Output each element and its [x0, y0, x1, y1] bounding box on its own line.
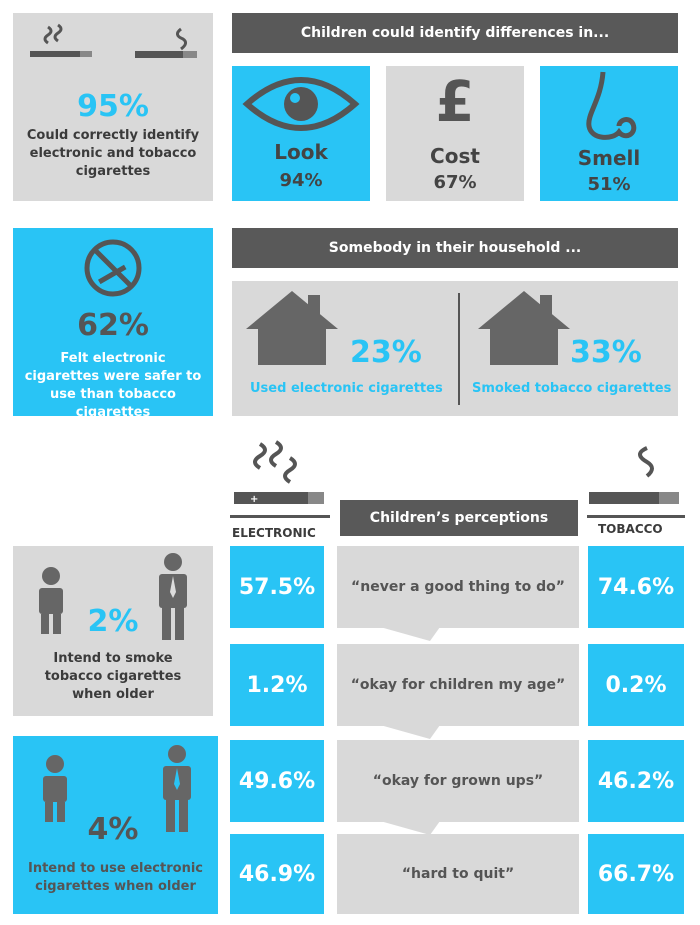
electronic-value: 49.6% [230, 740, 324, 822]
household-electronic-label: Used electronic cigarettes [250, 381, 443, 396]
cost-label: Cost [430, 144, 480, 168]
household-tobacco-value: 33% [570, 335, 642, 370]
smell-panel: Smell 51% [540, 66, 678, 201]
smell-value: 51% [587, 174, 631, 195]
intent-tobacco-stat: 2% [87, 604, 139, 639]
tobacco-value: 74.6% [588, 546, 684, 628]
header-underline-right [587, 515, 685, 518]
identify-panel: 95% Could correctly identify electronic … [13, 13, 213, 201]
child-icon [39, 567, 63, 634]
identify-caption: Could correctly identify electronic and … [26, 128, 200, 179]
look-label: Look [274, 140, 328, 164]
statement-bubble: “hard to quit” [337, 834, 579, 914]
household-panel: 23% Used electronic cigarettes 33% Smoke… [232, 281, 678, 416]
header-underline-left [230, 515, 330, 518]
eye-icon [242, 77, 360, 131]
pound-icon: £ [435, 70, 475, 135]
electronic-value: 46.9% [230, 834, 324, 914]
bubble-tail [380, 821, 440, 835]
electronic-header-label: ELECTRONIC [232, 526, 316, 540]
child-icon [43, 755, 67, 822]
cost-value: 67% [433, 172, 477, 193]
intent-tobacco-panel: 2% Intend to smoke tobacco cigarettes wh… [13, 546, 213, 716]
adult-icon [159, 553, 187, 640]
safer-caption: Felt electronic cigarettes were safer to… [24, 351, 202, 420]
house-icon [246, 291, 338, 365]
perceptions-header: Children’s perceptions [340, 500, 578, 536]
intent-electronic-panel: 4% Intend to use electronic cigarettes w… [13, 736, 218, 914]
look-value: 94% [279, 170, 323, 191]
e-cigarette-icon [30, 23, 92, 57]
household-tobacco-label: Smoked tobacco cigarettes [472, 381, 672, 396]
cost-panel: £ Cost 67% [386, 66, 524, 201]
tobacco-value: 66.7% [588, 834, 684, 914]
statement-bubble: “okay for children my age” [337, 644, 579, 726]
intent-tobacco-caption: Intend to smoke tobacco cigarettes when … [44, 651, 182, 702]
cigarette-icon [135, 27, 197, 58]
look-panel: Look 94% [232, 66, 370, 201]
household-header: Somebody in their household ... [232, 228, 678, 268]
svg-text:+: + [250, 494, 258, 505]
tobacco-value: 0.2% [588, 644, 684, 726]
bubble-tail [380, 627, 440, 641]
nose-icon [586, 71, 637, 140]
electronic-value: 1.2% [230, 644, 324, 726]
safer-stat: 62% [77, 308, 149, 343]
house-icon [478, 291, 570, 365]
e-cigarette-icon: + [234, 440, 324, 505]
tobacco-value: 46.2% [588, 740, 684, 822]
adult-icon [163, 745, 191, 832]
intent-electronic-caption: Intend to use electronic cigarettes when… [28, 861, 203, 894]
intent-electronic-stat: 4% [87, 812, 139, 847]
differences-header: Children could identify differences in..… [232, 13, 678, 53]
household-divider [458, 293, 460, 405]
smell-label: Smell [577, 146, 641, 170]
safer-panel: 62% Felt electronic cigarettes were safe… [13, 228, 213, 420]
household-electronic-value: 23% [350, 335, 422, 370]
cigarette-icon [589, 446, 679, 504]
tobacco-header-label: TOBACCO [598, 522, 663, 536]
statement-bubble: “okay for grown ups” [337, 740, 579, 822]
electronic-value: 57.5% [230, 546, 324, 628]
no-smoking-icon [84, 239, 142, 297]
identify-stat: 95% [77, 89, 149, 124]
bubble-tail [380, 725, 440, 739]
statement-bubble: “never a good thing to do” [337, 546, 579, 628]
